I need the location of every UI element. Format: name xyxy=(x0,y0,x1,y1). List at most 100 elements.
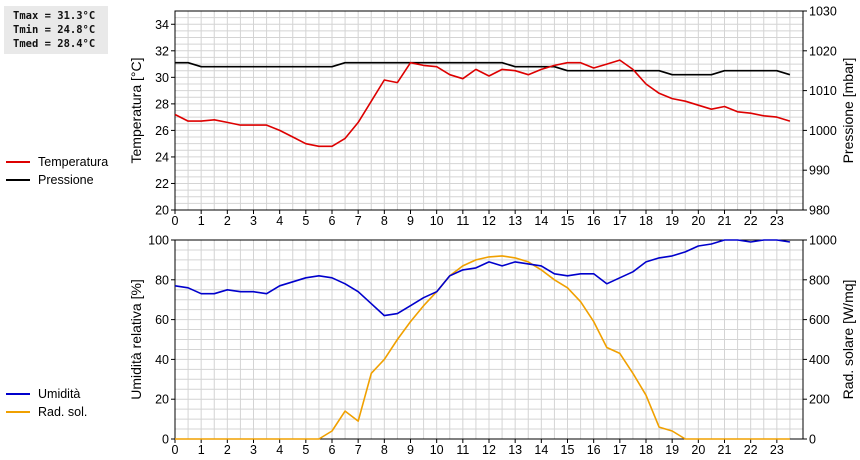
tmax-stat: Tmax = 31.3°C xyxy=(13,10,96,22)
bottom-yright-tick-label: 200 xyxy=(809,393,830,407)
top-yright-tick-label: 1000 xyxy=(809,124,837,138)
legend-item-temperature: Temperatura xyxy=(6,153,108,171)
top-x-tick-label: 4 xyxy=(276,214,283,228)
bottom-x-tick-label: 1 xyxy=(198,443,205,457)
bottom-x-tick-label: 19 xyxy=(665,443,679,457)
legend-item-radiation: Rad. sol. xyxy=(6,403,87,421)
top-x-tick-label: 6 xyxy=(329,214,336,228)
bottom-x-tick-label: 22 xyxy=(744,443,758,457)
top-yleft-tick-label: 34 xyxy=(155,18,169,32)
bottom-yright-tick-label: 600 xyxy=(809,313,830,327)
legend-item-humidity: Umidità xyxy=(6,385,80,403)
series-line-rad-sol xyxy=(175,255,790,440)
legend-swatch-temperature xyxy=(6,161,30,163)
bottom-x-tick-label: 6 xyxy=(329,443,336,457)
top-x-tick-label: 19 xyxy=(665,214,679,228)
legend-label-temperature: Temperatura xyxy=(38,155,109,169)
top-x-tick-label: 8 xyxy=(381,214,388,228)
top-x-tick-label: 12 xyxy=(482,214,496,228)
bottom-yright-tick-label: 800 xyxy=(809,273,830,287)
tmed-stat: Tmed = 28.4°C xyxy=(13,38,96,50)
top-yright-tick-label: 1010 xyxy=(809,84,837,98)
bottom-x-tick-label: 18 xyxy=(639,443,653,457)
series-line-temperatura xyxy=(174,59,791,148)
top-x-tick-label: 21 xyxy=(718,214,732,228)
bottom-x-tick-label: 21 xyxy=(718,443,732,457)
bottom-x-tick-label: 15 xyxy=(561,443,575,457)
legend-label-humidity: Umidità xyxy=(38,387,81,401)
bottom-x-tick-label: 3 xyxy=(250,443,257,457)
stats-box: Tmax = 31.3°C Tmin = 24.8°C Tmed = 28.4°… xyxy=(4,6,108,54)
top-x-tick-label: 0 xyxy=(172,214,179,228)
top-x-tick-label: 22 xyxy=(744,214,758,228)
top-ylabel-left: Temperatura [°C] xyxy=(128,58,144,164)
top-ylabel-right: Pressione [mbar] xyxy=(840,58,856,164)
bottom-ylabel-left: Umidità relativa [%] xyxy=(128,279,144,400)
top-yleft-tick-label: 20 xyxy=(155,204,169,218)
top-x-tick-label: 20 xyxy=(691,214,705,228)
bottom-x-tick-label: 12 xyxy=(482,443,496,457)
top-yleft-tick-label: 30 xyxy=(155,71,169,85)
bottom-x-tick-label: 0 xyxy=(172,443,179,457)
bottom-x-tick-label: 4 xyxy=(276,443,283,457)
top-x-tick-label: 9 xyxy=(407,214,414,228)
bottom-yleft-tick-label: 60 xyxy=(155,313,169,327)
top-x-tick-label: 3 xyxy=(250,214,257,228)
top-x-tick-label: 10 xyxy=(430,214,444,228)
bottom-x-tick-label: 13 xyxy=(508,443,522,457)
bottom-yleft-tick-label: 0 xyxy=(162,433,169,447)
bottom-x-tick-label: 11 xyxy=(456,443,469,457)
top-x-tick-label: 18 xyxy=(639,214,653,228)
bottom-x-tick-label: 16 xyxy=(587,443,601,457)
top-yleft-tick-label: 26 xyxy=(155,124,169,138)
top-x-tick-label: 16 xyxy=(587,214,601,228)
top-x-tick-label: 17 xyxy=(613,214,627,228)
top-x-tick-label: 5 xyxy=(302,214,309,228)
top-x-tick-label: 7 xyxy=(355,214,362,228)
legend-swatch-radiation xyxy=(6,411,30,413)
top-yright-tick-label: 1020 xyxy=(809,44,837,58)
top-x-tick-label: 11 xyxy=(456,214,469,228)
top-legend: Temperatura Pressione xyxy=(6,153,108,189)
top-yleft-tick-label: 32 xyxy=(155,44,169,58)
top-yleft-tick-label: 22 xyxy=(155,177,169,191)
bottom-yleft-tick-label: 80 xyxy=(155,273,169,287)
top-x-tick-label: 23 xyxy=(770,214,784,228)
bottom-x-tick-label: 8 xyxy=(381,443,388,457)
tmin-stat: Tmin = 24.8°C xyxy=(13,24,96,36)
bottom-x-tick-label: 5 xyxy=(302,443,309,457)
bottom-yright-tick-label: 400 xyxy=(809,353,830,367)
series-line-umidit xyxy=(174,239,791,317)
bottom-yright-tick-label: 1000 xyxy=(809,234,837,248)
bottom-x-tick-label: 14 xyxy=(534,443,548,457)
top-x-tick-label: 2 xyxy=(224,214,231,228)
top-x-tick-label: 1 xyxy=(198,214,205,228)
top-x-tick-label: 13 xyxy=(508,214,522,228)
top-x-tick-label: 15 xyxy=(561,214,575,228)
bottom-x-tick-label: 7 xyxy=(355,443,362,457)
bottom-x-tick-label: 9 xyxy=(407,443,414,457)
bottom-x-tick-label: 23 xyxy=(770,443,784,457)
bottom-x-tick-label: 17 xyxy=(613,443,627,457)
series-line-pressione xyxy=(175,61,791,76)
legend-item-pressure: Pressione xyxy=(6,171,108,189)
bottom-yleft-tick-label: 40 xyxy=(155,353,169,367)
top-yleft-tick-label: 28 xyxy=(155,97,169,111)
bottom-x-tick-label: 20 xyxy=(691,443,705,457)
legend-swatch-pressure xyxy=(6,179,30,181)
legend-label-pressure: Pressione xyxy=(38,173,94,187)
bottom-yright-tick-label: 0 xyxy=(809,433,816,447)
bottom-ylabel-right: Rad. solare [W/mq] xyxy=(840,280,856,400)
legend-swatch-humidity xyxy=(6,393,30,395)
bottom-yleft-tick-label: 100 xyxy=(148,234,169,248)
bottom-x-tick-label: 2 xyxy=(224,443,231,457)
bottom-yleft-tick-label: 20 xyxy=(155,393,169,407)
top-yright-tick-label: 980 xyxy=(809,204,830,218)
legend-label-radiation: Rad. sol. xyxy=(38,405,88,419)
top-yright-tick-label: 1030 xyxy=(809,5,837,19)
top-x-tick-label: 14 xyxy=(534,214,548,228)
top-yright-tick-label: 990 xyxy=(809,164,830,178)
top-yleft-tick-label: 24 xyxy=(155,150,169,164)
bottom-x-tick-label: 10 xyxy=(430,443,444,457)
